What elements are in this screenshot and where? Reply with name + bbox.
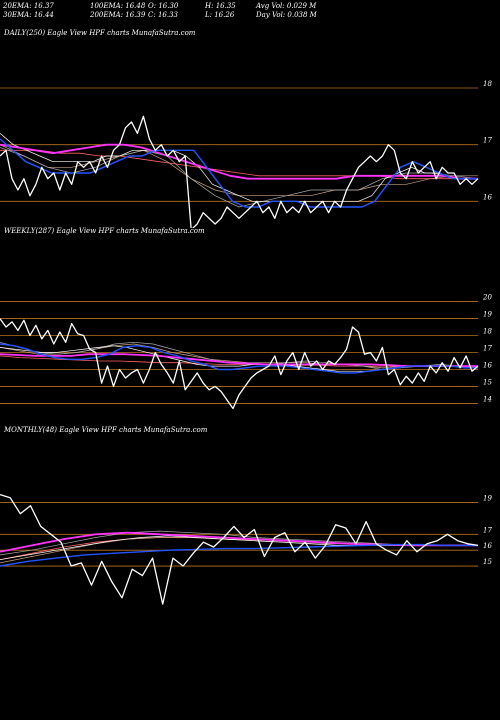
daily-panel-label: DAILY(250) Eagle View HPF charts MunafaS… [4,29,196,37]
y-tick-label: 16 [483,542,492,550]
y-tick-label: 14 [483,395,492,403]
series-line-ema100 [0,353,478,368]
y-tick-label: 16 [483,361,492,369]
header-200ema: 200EMA: 16.39 [90,11,146,19]
y-tick-label: 15 [483,378,492,386]
monthly-panel-label: MONTHLY(48) Eagle View HPF charts Munafa… [4,426,208,434]
weekly-panel-label: WEEKLY(287) Eagle View HPF charts Munafa… [4,227,205,235]
series-line-ema20 [0,543,478,567]
series-line-ema200 [0,149,478,180]
series-line-ema100 [0,143,478,180]
y-tick-label: 17 [483,137,492,145]
series-line-ema30 [0,133,478,202]
y-tick-label: 20 [482,294,492,302]
series-line-price [0,115,479,228]
series-line-price [0,493,479,605]
daily-chart: 16 17 18 [0,80,492,228]
header-avg-vol: Avg Vol: 0.029 M [256,2,317,10]
series-line-price [0,318,479,410]
monthly-chart: 15 16 17 19 [0,493,492,605]
series-line-ma_tan [0,144,478,197]
header-close: C: 16.33 [148,11,178,19]
header-high: H: 16.35 [205,2,236,10]
header-low: L: 16.26 [205,11,235,19]
y-tick-label: 18 [483,328,492,336]
y-tick-label: 17 [483,345,492,353]
header-30ema: 30EMA: 16.44 [3,11,54,19]
header-open: O: 16.30 [148,2,179,10]
weekly-chart: 14 15 16 17 18 19 20 [0,294,492,410]
y-tick-label: 19 [483,495,492,503]
y-tick-label: 15 [483,558,492,566]
y-tick-label: 19 [483,311,492,319]
header-20ema: 20EMA: 16.37 [3,2,54,10]
series-line-ema20 [0,343,478,374]
header-100ema: 100EMA: 16.48 [90,2,146,10]
y-tick-label: 17 [483,526,492,534]
header-day-vol: Day Vol: 0.038 M [256,11,317,19]
series-line-ma_gray [0,147,479,208]
y-tick-label: 16 [483,193,492,201]
series-line-ema200 [0,355,478,367]
y-tick-label: 18 [483,80,492,88]
series-line-ema20 [0,138,478,208]
